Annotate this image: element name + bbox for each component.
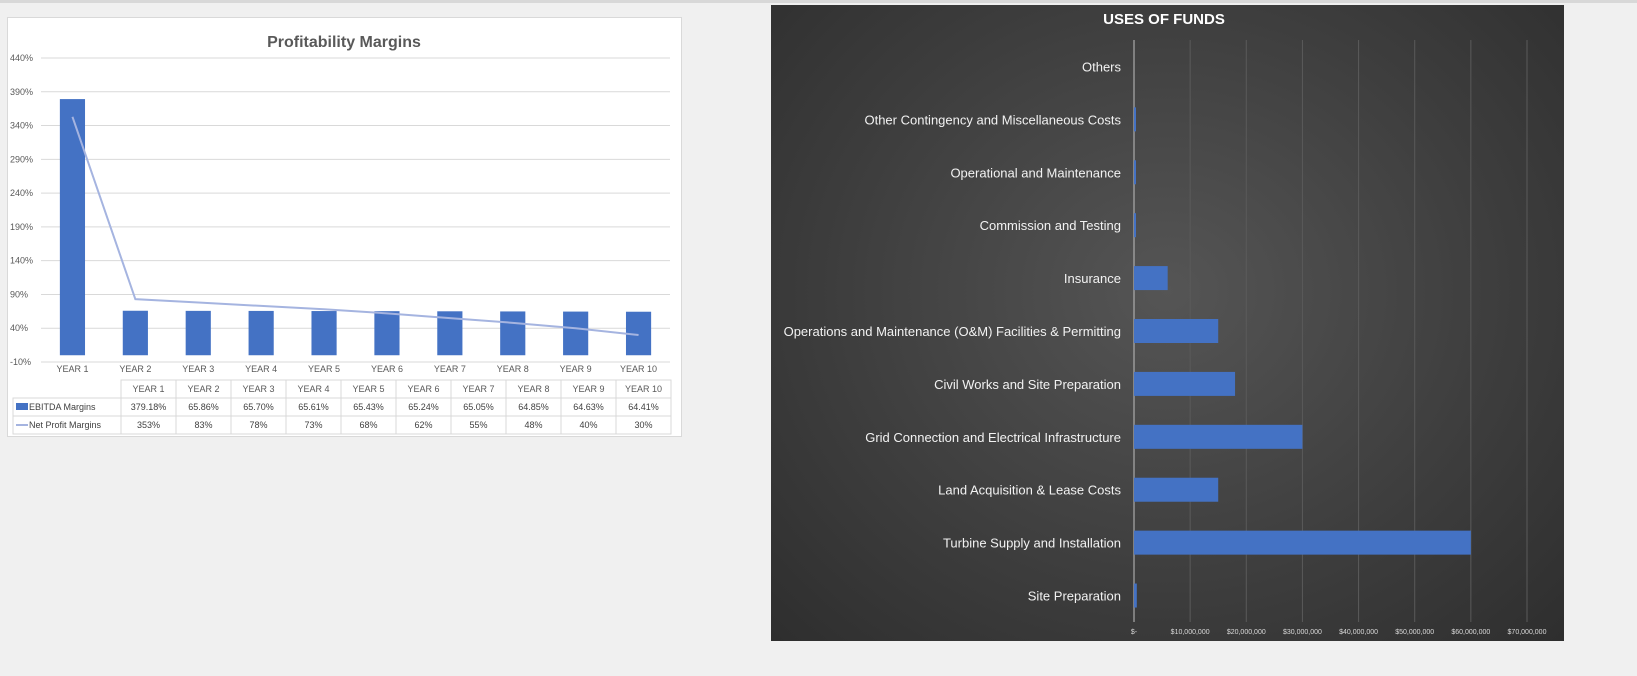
x-tick-label: YEAR 10: [620, 364, 657, 374]
funds-bar: [1134, 530, 1471, 555]
funds-bar: [1134, 213, 1136, 238]
table-header-cell: YEAR 8: [517, 384, 549, 394]
y-tick-label: 190%: [10, 222, 33, 232]
net-profit-line: [71, 116, 639, 336]
y-tick-label: 140%: [10, 256, 33, 266]
ebitda-bar: [311, 311, 337, 356]
table-cell-net-profit: 68%: [359, 420, 377, 430]
table-cell-net-profit: 353%: [137, 420, 160, 430]
ebitda-bar: [59, 99, 86, 356]
funds-bar: [1134, 266, 1168, 291]
uses-of-funds-chart-svg: USES OF FUNDS $- $10,000,000 $20,000,000 $3…: [784, 11, 1547, 636]
y-tick-label: 390%: [10, 87, 33, 97]
category-label: Grid Connection and Electrical Infrastru…: [865, 430, 1121, 445]
y-tick-label: 440%: [10, 53, 33, 63]
profitability-chart-svg: Profitability Margins 440% 390% 340% 290% 24…: [10, 34, 672, 435]
x-tick-label: YEAR 9: [560, 364, 592, 374]
x-tick-label: YEAR 7: [434, 364, 466, 374]
ebitda-bar: [563, 311, 589, 356]
x-tick-label: YEAR 8: [497, 364, 529, 374]
table-cell-ebitda: 64.63%: [573, 402, 604, 412]
category-label: Operations and Maintenance (O&M) Facilit…: [784, 324, 1121, 339]
table-cell-ebitda: 65.70%: [243, 402, 274, 412]
legend-label-ebitda: EBITDA Margins: [29, 402, 96, 412]
chart-title: Profitability Margins: [267, 34, 421, 51]
x-tick-label: YEAR 2: [119, 364, 151, 374]
x-tick-label: $50,000,000: [1395, 629, 1434, 636]
table-header-cell: YEAR 1: [132, 384, 164, 394]
window-edge: [0, 0, 1637, 3]
category-label: Civil Works and Site Preparation: [934, 377, 1121, 392]
profitability-chart[interactable]: Profitability Margins 440% 390% 340% 290% 24…: [7, 17, 682, 437]
ebitda-bar: [122, 310, 148, 356]
x-tick-label: YEAR 4: [245, 364, 277, 374]
category-label: Commission and Testing: [980, 218, 1121, 233]
table-cell-net-profit: 30%: [634, 420, 652, 430]
table-header-cell: YEAR 3: [242, 384, 274, 394]
ebitda-bar: [185, 310, 211, 356]
funds-bar: [1134, 160, 1136, 185]
x-tick-label: $20,000,000: [1227, 629, 1266, 636]
table-cell-ebitda: 65.86%: [188, 402, 219, 412]
table-header-cell: YEAR 4: [297, 384, 329, 394]
ebitda-bar: [248, 310, 274, 356]
table-header-cell: YEAR 2: [187, 384, 219, 394]
funds-bar: [1134, 319, 1219, 343]
uses-of-funds-chart[interactable]: USES OF FUNDS $- $10,000,000 $20,000,000 $3…: [771, 5, 1564, 641]
table-cell-net-profit: 78%: [249, 420, 267, 430]
y-tick-label: 290%: [10, 154, 33, 164]
table-cell-net-profit: 40%: [579, 420, 597, 430]
legend-label-net-profit: Net Profit Margins: [29, 420, 102, 430]
category-label: Site Preparation: [1028, 589, 1121, 604]
table-cell-ebitda: 65.61%: [298, 402, 329, 412]
table-cell-net-profit: 55%: [469, 420, 487, 430]
x-tick-label: YEAR 6: [371, 364, 403, 374]
category-label: Land Acquisition & Lease Costs: [938, 483, 1121, 498]
funds-bar: [1134, 371, 1236, 396]
category-label: Other Contingency and Miscellaneous Cost…: [864, 112, 1121, 127]
funds-bar: [1134, 477, 1219, 502]
funds-bar: [1134, 107, 1136, 132]
table-cell-ebitda: 65.43%: [353, 402, 384, 412]
y-tick-label: 240%: [10, 188, 33, 198]
table-header-cell: YEAR 7: [462, 384, 494, 394]
table-cell-net-profit: 83%: [194, 420, 212, 430]
x-tick-label: $40,000,000: [1339, 629, 1378, 636]
x-tick-label: YEAR 1: [56, 364, 88, 374]
y-tick-label: 40%: [10, 323, 28, 333]
x-tick-label: YEAR 3: [182, 364, 214, 374]
funds-bar: [1134, 424, 1303, 449]
table-header-cell: YEAR 5: [352, 384, 384, 394]
table-cell-ebitda: 65.24%: [408, 402, 439, 412]
table-cell-net-profit: 73%: [304, 420, 322, 430]
y-tick-label: 340%: [10, 121, 33, 131]
table-cell-net-profit: 48%: [524, 420, 542, 430]
ebitda-bar: [374, 311, 400, 356]
y-tick-label: 90%: [10, 289, 28, 299]
table-header-cell: YEAR 10: [625, 384, 662, 394]
x-tick-label: YEAR 5: [308, 364, 340, 374]
x-tick-label: $10,000,000: [1171, 629, 1210, 636]
table-cell-ebitda: 64.41%: [628, 402, 659, 412]
table-cell-net-profit: 62%: [414, 420, 432, 430]
table-header-cell: YEAR 6: [407, 384, 439, 394]
category-label: Turbine Supply and Installation: [943, 536, 1121, 551]
table-header-cell: YEAR 9: [572, 384, 604, 394]
x-tick-label: $60,000,000: [1451, 629, 1490, 636]
x-tick-label: $70,000,000: [1508, 629, 1547, 636]
category-label: Operational and Maintenance: [950, 165, 1121, 180]
funds-bar: [1134, 583, 1137, 608]
y-tick-label: -10%: [10, 357, 31, 367]
legend-key-ebitda: [16, 403, 28, 410]
category-label: Others: [1082, 59, 1122, 74]
ebitda-bar: [500, 311, 526, 356]
chart-title: USES OF FUNDS: [1103, 11, 1225, 28]
x-tick-label: $30,000,000: [1283, 629, 1322, 636]
table-cell-ebitda: 379.18%: [131, 402, 167, 412]
table-cell-ebitda: 64.85%: [518, 402, 549, 412]
x-tick-label: $-: [1131, 629, 1138, 636]
table-cell-ebitda: 65.05%: [463, 402, 494, 412]
category-label: Insurance: [1064, 271, 1121, 286]
